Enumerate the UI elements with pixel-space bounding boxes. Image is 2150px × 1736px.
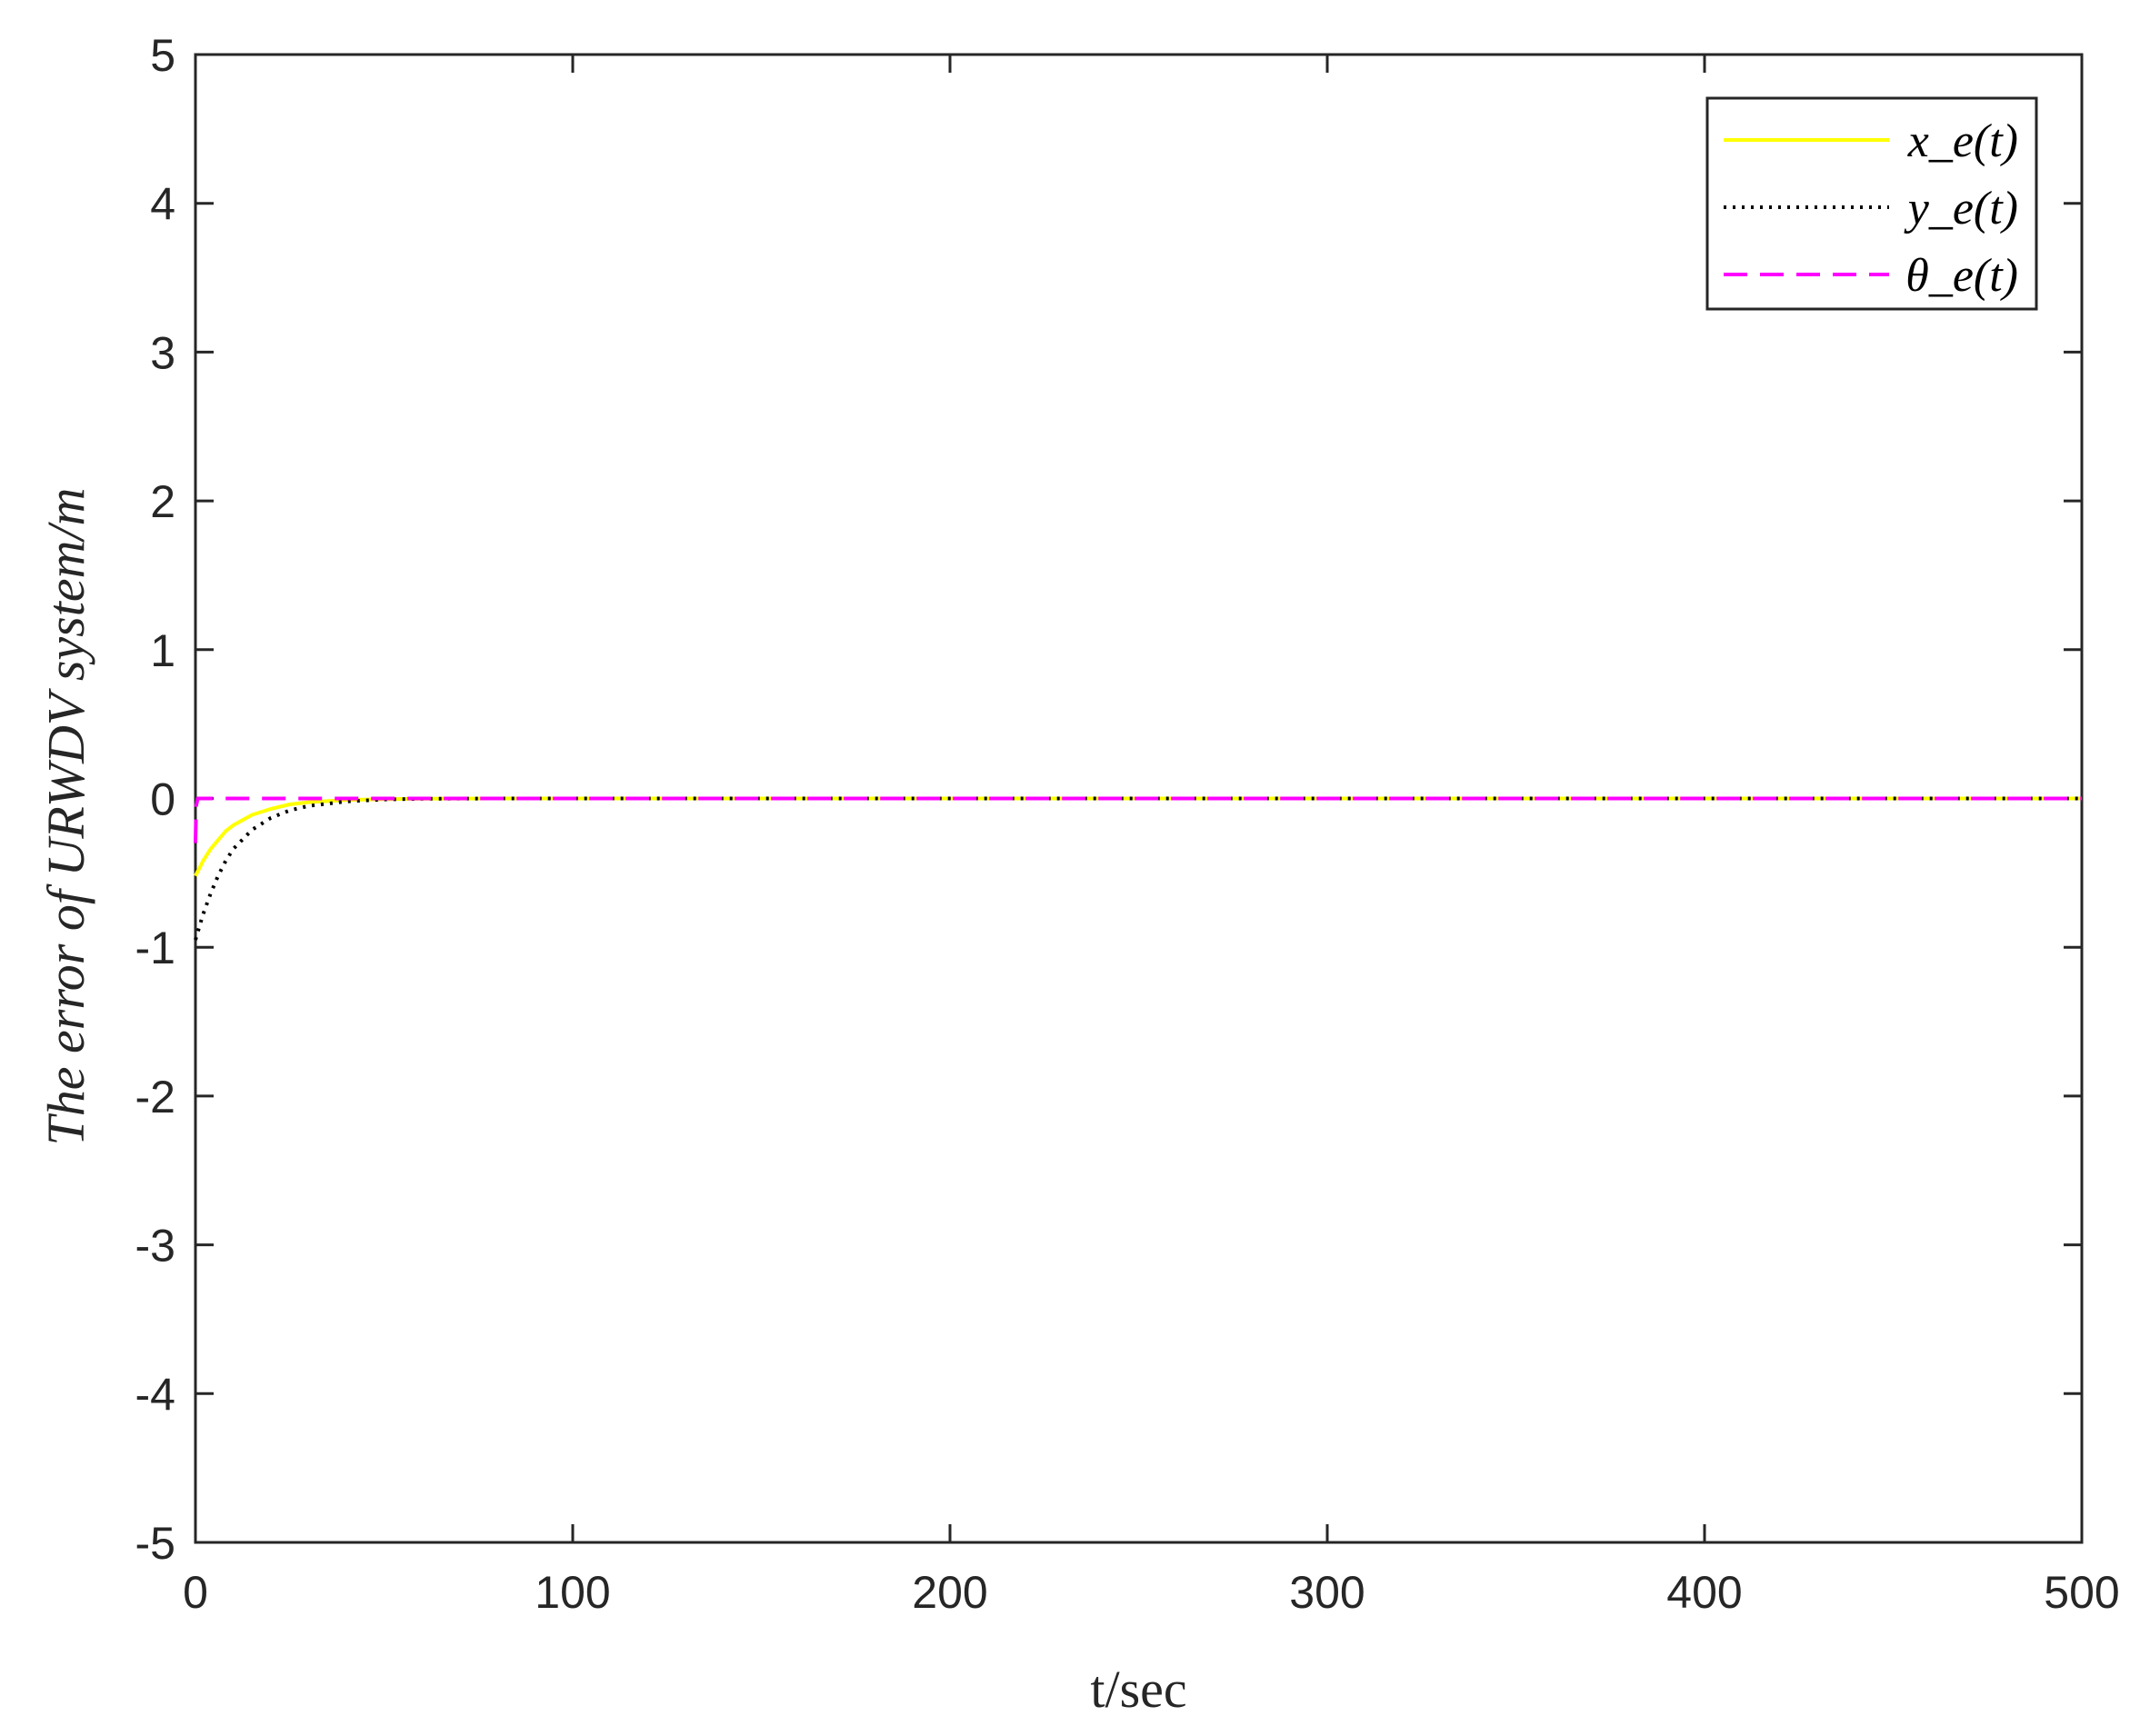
legend-label-0: x_e(t): [1907, 115, 2018, 167]
y-tick-label: -2: [135, 1072, 175, 1122]
y-axis-ticks: -5 -4 -3 -2 -1 0 1 2 3 4 5: [135, 30, 2082, 1569]
legend-label-2: θ_e(t): [1905, 250, 2018, 302]
x-axis-ticks: 0 100 200 300 400 500: [183, 55, 2120, 1618]
x-axis-title: t/sec: [1090, 1660, 1186, 1719]
legend: x_e(t) y_e(t) θ_e(t): [1705, 96, 2038, 311]
x-tick-label: 400: [1666, 1567, 1742, 1618]
y-tick-label: 0: [150, 774, 175, 825]
y-tick-label: -4: [135, 1369, 175, 1420]
legend-label-1: y_e(t): [1904, 183, 2018, 234]
y-axis-title: The error of URWDV system/m: [36, 488, 95, 1146]
x-tick-label: 200: [912, 1567, 987, 1618]
x-tick-label: 500: [2044, 1567, 2119, 1618]
y-tick-label: -1: [135, 923, 175, 973]
y-tick-label: -5: [135, 1518, 175, 1569]
y-tick-label: 5: [150, 30, 175, 81]
y-tick-label: 4: [150, 179, 175, 230]
x-tick-label: 300: [1289, 1567, 1365, 1618]
series-line-2: [194, 796, 2082, 843]
y-tick-label: 2: [150, 476, 175, 527]
x-tick-label: 0: [183, 1567, 208, 1618]
x-tick-label: 100: [535, 1567, 610, 1618]
y-tick-label: 3: [150, 327, 175, 378]
y-tick-label: -3: [135, 1221, 175, 1272]
y-tick-label: 1: [150, 625, 175, 676]
series-layer: [194, 796, 2082, 941]
